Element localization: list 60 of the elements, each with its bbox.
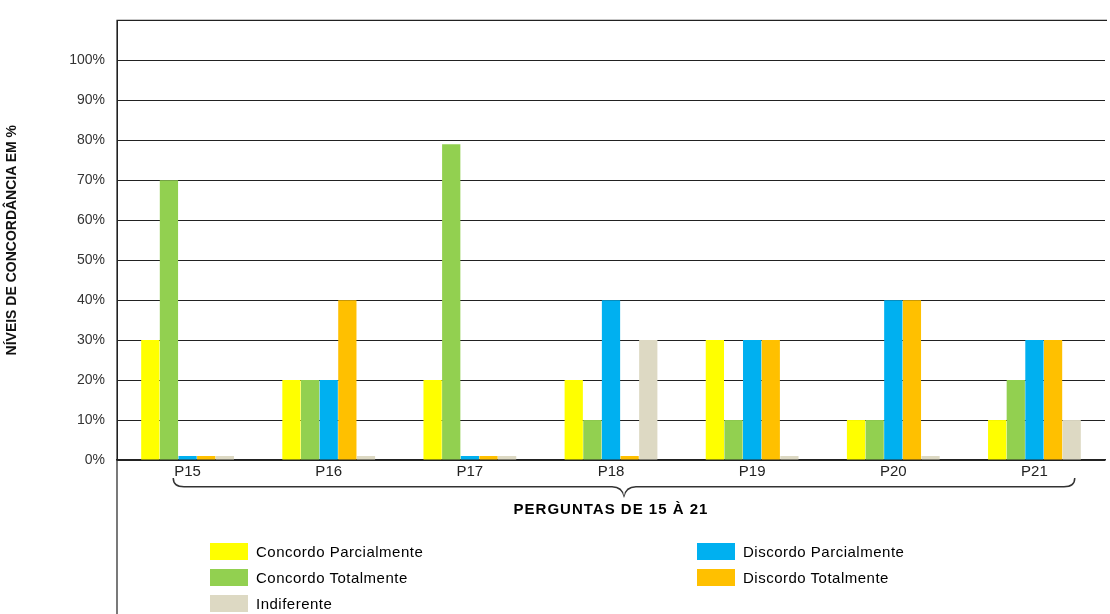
y-tick-label: 80% [76,131,105,148]
legend-label: Indiferente [256,594,333,612]
bar [479,456,498,460]
x-tick-label: P18 [597,462,625,480]
x-tick-label: P17 [456,462,484,480]
x-tick-label: P20 [879,462,907,480]
bar [460,456,479,460]
bar [215,456,234,460]
bar [865,420,884,460]
bar [780,456,799,460]
bar [300,380,320,460]
bar [846,420,866,460]
bar [601,300,621,460]
bar [159,180,179,460]
y-tick-label: 0% [84,450,105,467]
x-tick-label: P16 [315,462,343,480]
bar [884,300,903,460]
x-axis-title: PERGUNTAS DE 15 À 21 [512,500,710,517]
bar [319,380,338,460]
x-tick-label: P19 [738,462,766,480]
bar [705,340,725,460]
bar [442,144,461,460]
bar [988,420,1007,460]
bar [583,420,602,460]
bar [178,456,197,460]
x-tick-label: P21 [1021,462,1048,480]
bar [141,340,160,460]
bar [1043,340,1063,460]
y-tick-label: 30% [76,330,105,347]
legend-label: Concordo Parcialmente [256,542,424,560]
bar [282,380,301,460]
y-tick-label: 20% [76,370,105,387]
x-tick-label: P15 [174,462,201,480]
bar [1062,420,1081,460]
bar [564,380,583,460]
y-tick-label: 50% [76,251,105,268]
bar [639,340,658,460]
legend-label: Discordo Parcialmente [743,542,905,560]
bar [338,300,357,460]
legend-label: Concordo Totalmente [256,568,408,586]
bar [1025,340,1044,460]
bar [497,456,517,460]
bar [761,340,780,460]
bar [1006,380,1025,460]
y-tick-label: 100% [69,51,105,68]
bar [620,456,639,460]
bar [902,300,922,460]
bar [423,380,442,460]
y-axis-title: NÍVEIS DE CONCORDÂNCIA EM % [2,124,20,356]
bar [724,420,743,460]
bar [921,456,940,460]
bar [356,456,376,460]
y-tick-label: 90% [76,91,105,108]
y-tick-label: 60% [76,211,105,228]
legend-label: Discordo Totalmente [743,568,889,586]
y-tick-label: 70% [76,171,105,188]
y-tick-label: 10% [76,410,105,427]
y-tick-label: 40% [76,291,105,307]
bar [743,340,762,460]
bar [197,456,216,460]
